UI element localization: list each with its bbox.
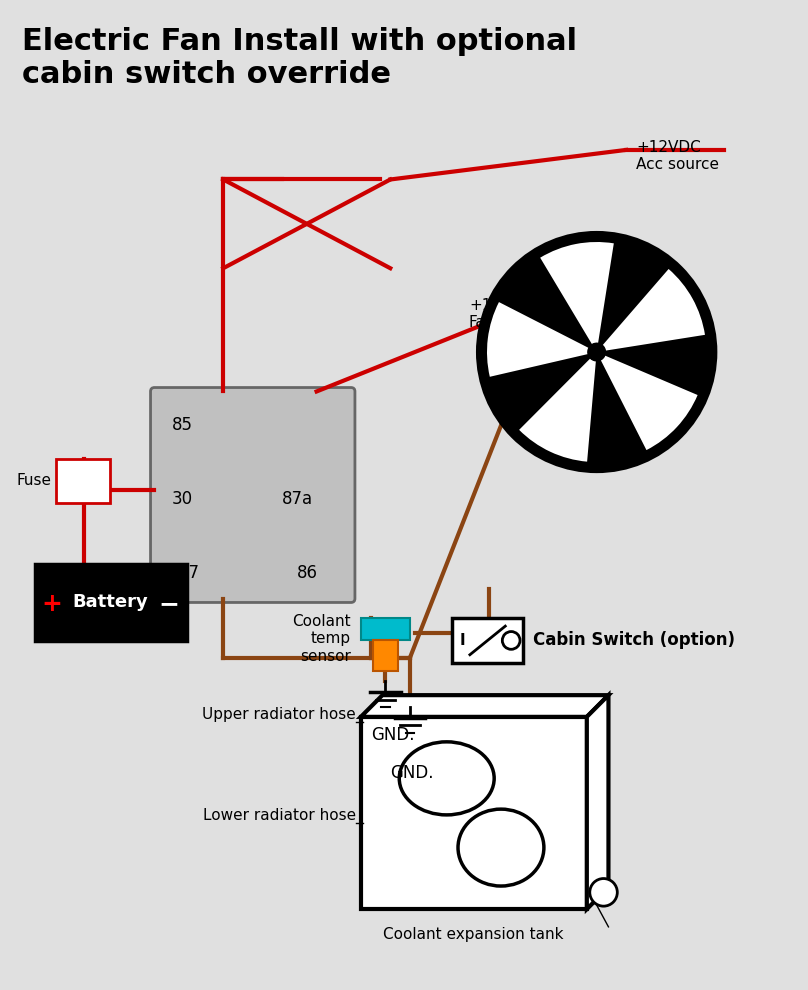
FancyBboxPatch shape — [150, 387, 355, 603]
Polygon shape — [587, 695, 608, 909]
Text: Upper radiator hose: Upper radiator hose — [202, 707, 356, 722]
FancyBboxPatch shape — [452, 618, 523, 662]
Text: +12V
Fan: +12V Fan — [469, 298, 511, 331]
Text: +: + — [42, 592, 63, 617]
Text: 86: 86 — [297, 564, 318, 582]
Circle shape — [503, 632, 520, 649]
Wedge shape — [541, 242, 614, 344]
Text: GND.: GND. — [371, 726, 415, 743]
Text: 85: 85 — [172, 416, 193, 435]
Circle shape — [590, 878, 617, 906]
Text: Coolant expansion tank: Coolant expansion tank — [384, 927, 564, 941]
Ellipse shape — [399, 742, 494, 815]
Text: Battery: Battery — [73, 593, 149, 612]
Polygon shape — [361, 717, 587, 909]
Text: Coolant
temp
sensor: Coolant temp sensor — [292, 614, 351, 664]
FancyBboxPatch shape — [57, 458, 110, 503]
Ellipse shape — [458, 809, 544, 886]
Text: Lower radiator hose: Lower radiator hose — [203, 808, 356, 823]
Text: 30: 30 — [172, 490, 193, 508]
Wedge shape — [519, 358, 595, 461]
Text: GND.: GND. — [390, 764, 434, 782]
Wedge shape — [601, 355, 697, 450]
Text: I: I — [460, 633, 465, 647]
FancyBboxPatch shape — [361, 618, 410, 640]
Polygon shape — [361, 695, 608, 717]
Text: Cabin Switch (option): Cabin Switch (option) — [532, 632, 734, 649]
Text: Fuse: Fuse — [16, 473, 51, 488]
Text: 87a: 87a — [282, 490, 314, 508]
Circle shape — [479, 234, 714, 470]
Text: Electric Fan Install with optional
cabin switch override: Electric Fan Install with optional cabin… — [22, 27, 577, 89]
Wedge shape — [603, 269, 705, 350]
Text: 87: 87 — [179, 564, 200, 582]
Wedge shape — [487, 302, 588, 377]
Text: −: − — [158, 592, 179, 617]
FancyBboxPatch shape — [372, 640, 398, 671]
FancyBboxPatch shape — [35, 564, 187, 641]
Circle shape — [588, 344, 605, 360]
Text: +12VDC
Acc source: +12VDC Acc source — [636, 140, 719, 172]
